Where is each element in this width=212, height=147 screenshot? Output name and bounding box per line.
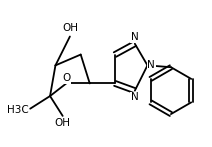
Text: OH: OH [55, 118, 71, 128]
Text: H3C: H3C [7, 106, 28, 116]
Text: O: O [62, 73, 70, 83]
Text: N: N [131, 92, 139, 102]
Text: OH: OH [62, 23, 78, 33]
Text: N: N [148, 60, 155, 70]
Text: N: N [131, 32, 139, 42]
